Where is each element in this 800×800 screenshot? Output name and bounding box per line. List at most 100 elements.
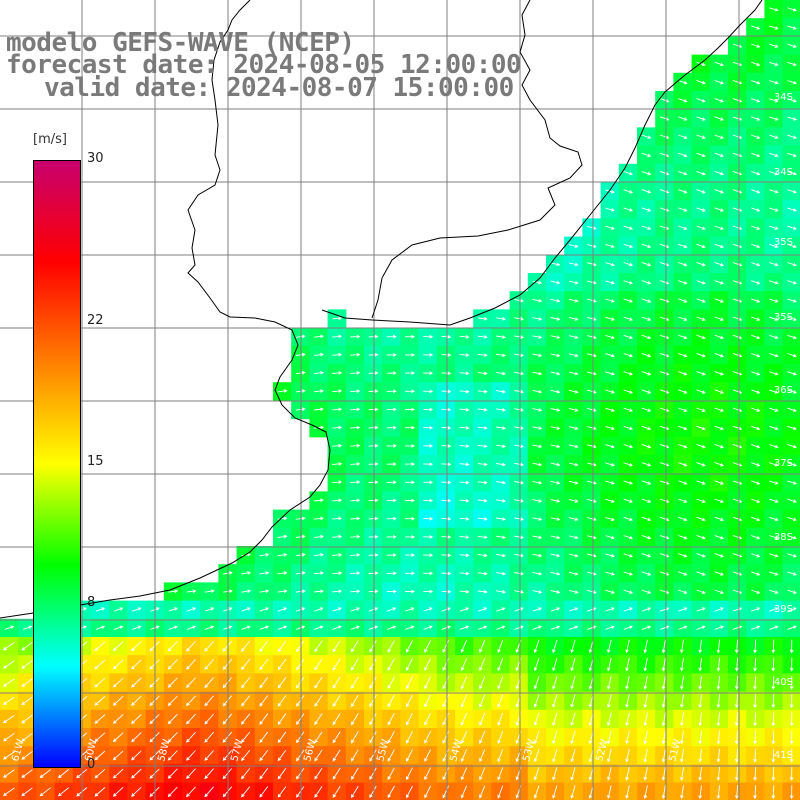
wind-arrow-icon (424, 785, 432, 799)
wind-arrow-icon (696, 625, 706, 630)
wind-arrow-icon (696, 152, 706, 158)
wind-arrow-icon (533, 748, 540, 763)
wind-arrow-icon (734, 730, 739, 745)
wind-arrow-icon (495, 408, 506, 412)
wind-arrow-icon (769, 171, 779, 176)
wind-arrow-icon (57, 787, 70, 797)
wind-arrow-icon (605, 225, 615, 230)
wind-arrow-icon (459, 571, 470, 576)
wind-arrow-icon (659, 462, 670, 467)
wind-arrow-icon (568, 262, 579, 267)
wind-arrow-icon (641, 207, 652, 212)
wind-arrow-icon (605, 589, 615, 594)
wind-arrow-icon (605, 444, 615, 449)
wind-arrow-icon (459, 589, 470, 594)
wind-arrow-icon (698, 657, 702, 672)
wind-arrow-icon (350, 676, 359, 689)
wind-arrow-icon (405, 589, 415, 594)
wind-arrow-icon (641, 189, 652, 194)
wind-arrow-icon (386, 516, 397, 521)
wind-arrow-icon (332, 534, 343, 539)
wind-arrow-icon (332, 749, 341, 762)
wind-arrow-icon (570, 748, 576, 763)
wind-arrow-icon (623, 571, 634, 576)
wind-arrow-icon (750, 553, 761, 558)
wind-arrow-icon (442, 694, 450, 708)
wind-arrow-icon (696, 280, 706, 285)
wind-arrow-icon (787, 207, 797, 212)
wind-arrow-icon (698, 694, 702, 709)
wind-arrow-icon (296, 731, 305, 744)
wind-arrow-icon (441, 371, 452, 376)
wind-arrow-icon (112, 786, 124, 797)
wind-arrow-icon (659, 116, 670, 121)
wind-arrow-icon (441, 353, 452, 357)
wind-arrow-icon (787, 425, 797, 431)
wind-arrow-icon (605, 498, 615, 503)
wind-arrow-icon (350, 516, 361, 521)
wind-arrow-icon (514, 298, 525, 303)
wind-arrow-icon (769, 444, 779, 449)
wind-arrow-icon (552, 767, 558, 781)
wind-arrow-icon (332, 516, 343, 521)
wind-arrow-icon (714, 334, 724, 340)
wind-arrow-icon (277, 749, 287, 762)
wind-arrow-icon (477, 444, 488, 448)
wind-arrow-icon (167, 786, 178, 798)
wind-arrow-icon (605, 516, 615, 522)
wind-arrow-icon (459, 407, 470, 412)
wind-arrow-icon (94, 696, 106, 706)
wind-arrow-icon (459, 607, 470, 612)
wind-arrow-icon (750, 243, 761, 249)
wind-arrow-icon (787, 43, 797, 48)
wind-arrow-icon (459, 444, 470, 448)
wind-arrow-icon (386, 480, 397, 485)
wind-arrow-icon (369, 749, 377, 762)
wind-arrow-icon (769, 7, 779, 12)
wind-arrow-icon (659, 625, 670, 630)
wind-arrow-icon (112, 695, 124, 706)
wind-arrow-icon (460, 785, 468, 799)
wind-arrow-icon (714, 243, 724, 249)
wind-arrow-icon (750, 316, 761, 321)
wind-arrow-icon (678, 625, 688, 630)
wind-arrow-icon (789, 730, 794, 745)
wind-arrow-icon (259, 786, 269, 798)
wind-arrow-icon (680, 785, 684, 800)
wind-arrow-icon (277, 534, 288, 539)
wind-arrow-icon (643, 657, 648, 672)
wind-arrow-icon (441, 535, 452, 539)
wind-arrow-icon (678, 462, 688, 467)
wind-arrow-icon (368, 607, 379, 612)
wind-arrow-icon (714, 553, 724, 558)
latitude-label: 37S (774, 458, 793, 469)
wind-arrow-icon (477, 480, 488, 485)
wind-arrow-icon (240, 695, 251, 707)
latitude-label: 40S (774, 677, 793, 688)
wind-arrow-icon (277, 589, 288, 594)
wind-arrow-icon (442, 712, 450, 726)
wind-arrow-icon (550, 625, 561, 630)
wind-arrow-icon (769, 225, 779, 230)
wind-arrow-icon (750, 79, 761, 85)
wind-arrow-icon (386, 589, 397, 594)
wind-arrow-icon (495, 590, 506, 594)
wind-arrow-icon (641, 553, 652, 558)
wind-arrow-icon (661, 694, 666, 708)
wind-arrow-icon (605, 262, 615, 267)
wind-arrow-icon (769, 407, 779, 412)
wind-arrow-icon (696, 243, 706, 249)
wind-arrow-icon (295, 571, 306, 575)
wind-arrow-icon (787, 625, 797, 630)
colorbar-tick-label: 15 (87, 454, 104, 469)
colorbar-tick-label: 0 (87, 757, 96, 772)
wind-arrow-icon (605, 334, 615, 340)
wind-arrow-icon (550, 553, 561, 558)
wind-arrow-icon (769, 571, 779, 576)
wind-arrow-icon (714, 225, 724, 230)
wind-arrow-icon (678, 480, 688, 485)
wind-arrow-icon (423, 589, 434, 594)
wind-arrow-icon (714, 407, 724, 412)
wind-arrow-icon (714, 425, 724, 431)
wind-arrow-icon (750, 389, 761, 394)
